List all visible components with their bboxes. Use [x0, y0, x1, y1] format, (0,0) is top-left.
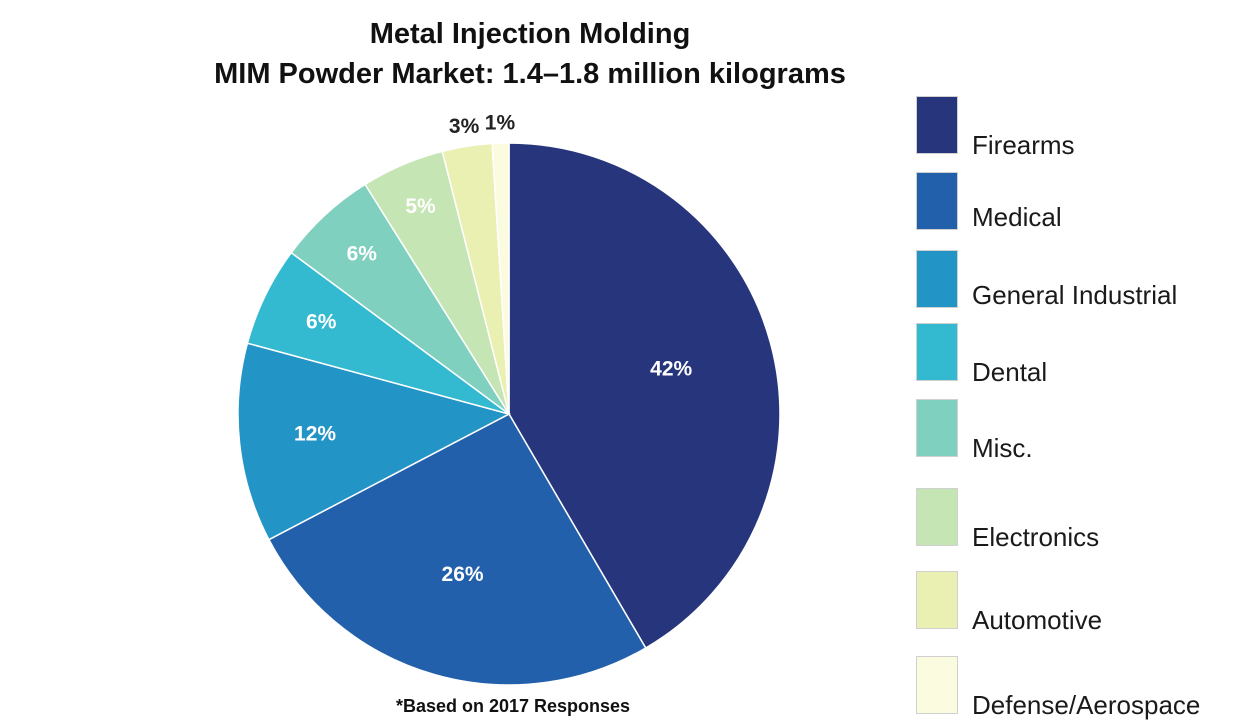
- slice-label-medical: 26%: [442, 563, 484, 586]
- chart-title: Metal Injection Molding: [369, 18, 691, 50]
- pie-slice-defense-aerospace: [491, 142, 510, 415]
- legend-label: Misc.: [972, 433, 1033, 463]
- legend-swatch: [916, 488, 958, 546]
- legend-label: General Industrial: [972, 280, 1178, 310]
- legend-item-defense-aerospace: Defense/Aerospace: [914, 656, 1249, 720]
- legend-swatch: [916, 172, 958, 230]
- slice-label-firearms: 42%: [650, 358, 692, 381]
- chart-subtitle: MIM Powder Market: 1.4–1.8 million kilog…: [214, 58, 846, 90]
- chart-footnote: *Based on 2017 Responses: [376, 686, 650, 723]
- legend-swatch: [916, 571, 958, 629]
- slice-label-automotive: 3%: [449, 115, 480, 138]
- legend-item-general-industrial: General Industrial: [914, 250, 1249, 310]
- legend-label: Firearms: [972, 130, 1075, 160]
- slice-label-defense-aerospace: 1%: [485, 112, 516, 135]
- pie-slice-general-industrial: [237, 342, 512, 541]
- legend-swatch: [916, 323, 958, 381]
- pie-slice-medical: [267, 413, 647, 686]
- legend-item-electronics: Electronics: [914, 488, 1249, 552]
- legend-item-firearms: Firearms: [914, 96, 1249, 160]
- legend-label: Dental: [972, 357, 1048, 387]
- legend-swatch: [916, 656, 958, 714]
- chart-legend: Firearms Medical General Industrial Dental M…: [914, 0, 1249, 723]
- legend-label: Defense/Aerospace: [972, 690, 1201, 720]
- slice-label-electronics: 5%: [405, 195, 436, 218]
- legend-label: Automotive: [972, 605, 1103, 635]
- legend-label: Electronics: [972, 522, 1100, 552]
- legend-item-medical: Medical: [914, 172, 1249, 232]
- slice-label-general-industrial: 12%: [294, 423, 336, 446]
- slice-label-misc: 6%: [347, 242, 378, 265]
- legend-swatch: [916, 250, 958, 308]
- legend-item-dental: Dental: [914, 323, 1249, 387]
- legend-swatch: [916, 399, 958, 457]
- legend-swatch: [916, 96, 958, 154]
- pie-slice-firearms: [508, 142, 781, 650]
- slice-label-dental: 6%: [306, 311, 337, 334]
- legend-item-automotive: Automotive: [914, 571, 1249, 635]
- legend-item-misc: Misc.: [914, 399, 1249, 463]
- legend-label: Medical: [972, 202, 1062, 232]
